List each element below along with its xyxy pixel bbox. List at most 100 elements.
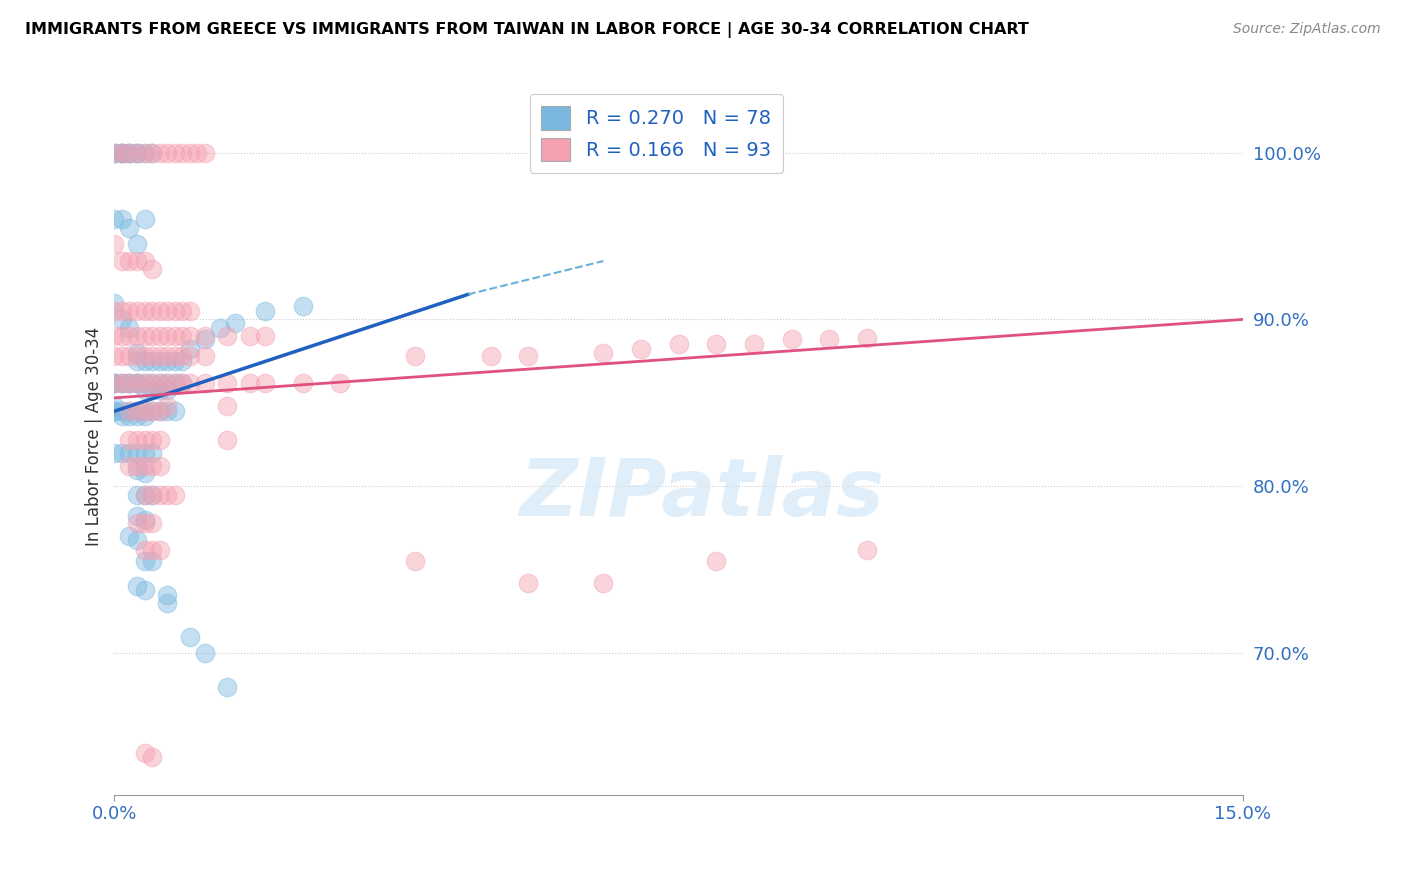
Point: [148, 488, 170, 502]
Point: [141, 446, 163, 460]
Point: [103, 145, 125, 160]
Point: [134, 354, 156, 368]
Point: [103, 446, 125, 460]
Point: [125, 533, 148, 547]
Point: [134, 409, 156, 424]
Point: [125, 254, 148, 268]
Point: [148, 376, 170, 390]
Point: [141, 383, 163, 397]
Point: [118, 145, 141, 160]
Point: [141, 145, 163, 160]
Point: [103, 295, 125, 310]
Point: [141, 554, 163, 568]
Point: [125, 404, 148, 418]
Point: [141, 354, 163, 368]
Point: [103, 399, 125, 413]
Point: [141, 329, 163, 343]
Point: [517, 576, 540, 591]
Point: [179, 376, 201, 390]
Point: [118, 446, 141, 460]
Point: [134, 747, 156, 761]
Point: [103, 376, 125, 390]
Point: [172, 145, 194, 160]
Point: [134, 516, 156, 530]
Point: [141, 304, 163, 318]
Point: [141, 404, 163, 418]
Point: [134, 404, 156, 418]
Point: [125, 488, 148, 502]
Y-axis label: In Labor Force | Age 30-34: In Labor Force | Age 30-34: [86, 326, 103, 546]
Point: [111, 329, 134, 343]
Point: [103, 404, 125, 418]
Point: [111, 304, 134, 318]
Point: [186, 145, 208, 160]
Point: [592, 346, 614, 360]
Point: [224, 316, 246, 330]
Point: [103, 376, 125, 390]
Point: [156, 376, 179, 390]
Point: [134, 488, 156, 502]
Point: [156, 399, 179, 413]
Point: [125, 409, 148, 424]
Point: [163, 488, 186, 502]
Point: [125, 433, 148, 447]
Point: [194, 376, 217, 390]
Point: [179, 349, 201, 363]
Point: [111, 145, 134, 160]
Point: [704, 554, 727, 568]
Point: [148, 404, 170, 418]
Point: [855, 542, 877, 557]
Point: [194, 349, 217, 363]
Point: [329, 376, 352, 390]
Point: [253, 376, 276, 390]
Point: [163, 404, 186, 418]
Point: [134, 582, 156, 597]
Point: [163, 349, 186, 363]
Point: [194, 646, 217, 660]
Point: [134, 254, 156, 268]
Point: [141, 488, 163, 502]
Point: [118, 433, 141, 447]
Point: [118, 459, 141, 474]
Point: [134, 329, 156, 343]
Point: [125, 516, 148, 530]
Point: [118, 404, 141, 418]
Point: [163, 329, 186, 343]
Point: [111, 212, 134, 227]
Point: [156, 354, 179, 368]
Point: [592, 576, 614, 591]
Point: [125, 346, 148, 360]
Point: [103, 145, 125, 160]
Point: [134, 466, 156, 480]
Point: [239, 376, 262, 390]
Point: [148, 383, 170, 397]
Point: [125, 446, 148, 460]
Point: [156, 488, 179, 502]
Point: [118, 145, 141, 160]
Point: [118, 254, 141, 268]
Point: [172, 376, 194, 390]
Point: [125, 376, 148, 390]
Point: [134, 459, 156, 474]
Point: [134, 433, 156, 447]
Point: [780, 333, 803, 347]
Point: [517, 349, 540, 363]
Point: [118, 376, 141, 390]
Point: [118, 320, 141, 334]
Point: [141, 404, 163, 418]
Point: [172, 354, 194, 368]
Point: [111, 376, 134, 390]
Point: [125, 237, 148, 252]
Point: [141, 376, 163, 390]
Point: [217, 376, 239, 390]
Point: [156, 329, 179, 343]
Point: [118, 404, 141, 418]
Text: ZIPatlas: ZIPatlas: [519, 455, 884, 533]
Point: [125, 376, 148, 390]
Point: [668, 337, 690, 351]
Point: [103, 212, 125, 227]
Point: [111, 145, 134, 160]
Point: [156, 588, 179, 602]
Point: [742, 337, 765, 351]
Point: [148, 459, 170, 474]
